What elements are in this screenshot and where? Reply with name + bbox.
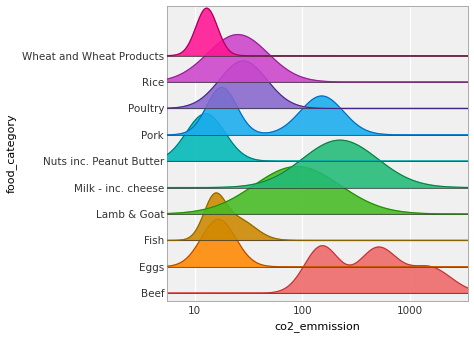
Polygon shape [152,167,474,214]
Polygon shape [152,246,474,293]
Polygon shape [152,219,474,267]
Polygon shape [152,193,474,240]
Polygon shape [152,114,474,161]
Polygon shape [152,8,474,56]
Y-axis label: food_category: food_category [6,114,17,193]
Polygon shape [152,140,474,188]
Polygon shape [152,34,474,82]
Polygon shape [152,61,474,108]
X-axis label: co2_emmission: co2_emmission [275,321,361,333]
Polygon shape [152,87,474,135]
